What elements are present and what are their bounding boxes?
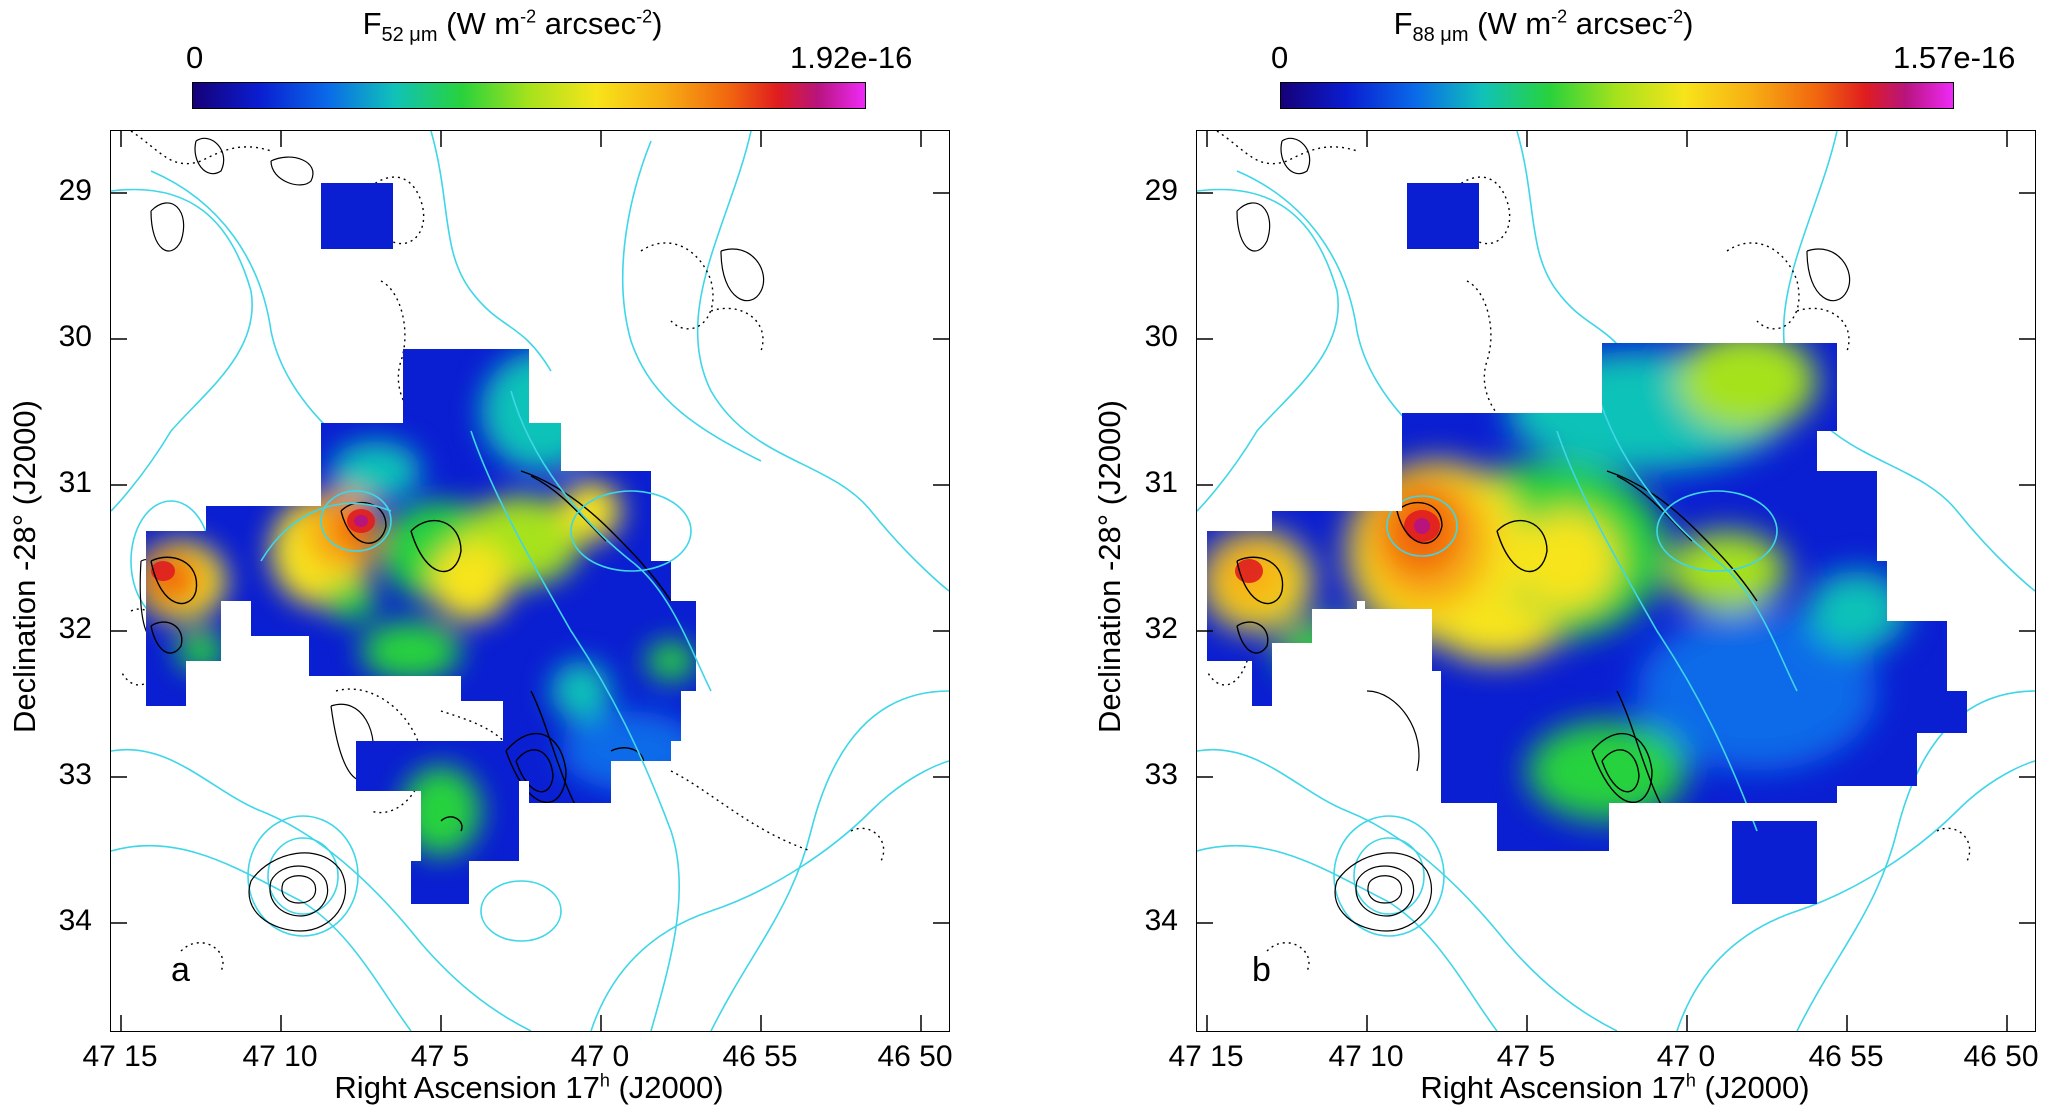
colorbar-max-label: 1.57e-16 — [1893, 40, 2016, 75]
flux-map: a — [110, 130, 950, 1032]
x-axis-label: Right Ascension 17h (J2000) — [334, 1070, 724, 1105]
map-image — [111, 131, 949, 1031]
panel-label: b — [1252, 951, 1271, 989]
y-axis-label: Declination -28° (J2000) — [1092, 400, 1127, 733]
emission-map — [146, 183, 696, 904]
y-tick-label: 29 — [58, 174, 92, 207]
x-tick-label: 47 0 — [1656, 1040, 1716, 1073]
y-tick-label: 34 — [58, 904, 92, 937]
black-contours-outside — [1236, 137, 1851, 932]
x-tick-label: 47 10 — [242, 1040, 318, 1073]
x-tick-label: 47 0 — [570, 1040, 630, 1073]
y-tick-label: 33 — [58, 758, 92, 791]
flux-map: b — [1196, 130, 2036, 1032]
colorbar-title: F52 μm (W m-2 arcsec-2) — [362, 6, 663, 47]
x-tick-label: 46 50 — [877, 1040, 953, 1073]
x-tick-label: 47 10 — [1328, 1040, 1404, 1073]
x-tick-label: 47 5 — [1496, 1040, 1556, 1073]
cyan-contours — [1197, 131, 2035, 1031]
y-axis-label: Declination -28° (J2000) — [7, 400, 42, 733]
y-tick-label: 30 — [1144, 320, 1178, 353]
emission-map — [1207, 183, 1967, 904]
x-tick-label: 47 15 — [1168, 1040, 1244, 1073]
y-tick-label: 33 — [1144, 758, 1178, 791]
colorbar-title: F88 μm (W m-2 arcsec-2) — [1393, 6, 1694, 47]
map-image — [1197, 131, 2035, 1031]
colorbar-min-label: 0 — [1271, 40, 1289, 75]
x-tick-label: 46 55 — [1808, 1040, 1884, 1073]
panel-b: F88 μm (W m-2 arcsec-2) 0 1.57e-16 — [1025, 0, 2050, 1116]
y-tick-label: 31 — [58, 466, 92, 499]
tick-marks — [111, 131, 949, 1031]
colorbar-min-label: 0 — [186, 40, 204, 75]
x-tick-label: 47 15 — [82, 1040, 158, 1073]
y-tick-label: 31 — [1144, 466, 1178, 499]
colorbar — [192, 82, 866, 109]
y-tick-label: 32 — [1144, 612, 1178, 645]
y-tick-label: 32 — [58, 612, 92, 645]
panel-a: F52 μm (W m-2 arcsec-2) 0 1.92e-16 — [7, 6, 953, 1105]
x-axis-label: Right Ascension 17h (J2000) — [1420, 1070, 1810, 1105]
colorbar — [1280, 82, 1954, 109]
x-tick-label: 46 50 — [1963, 1040, 2039, 1073]
y-tick-label: 29 — [1144, 174, 1178, 207]
y-tick-label: 34 — [1144, 904, 1178, 937]
x-tick-label: 47 5 — [410, 1040, 470, 1073]
colorbar-max-label: 1.92e-16 — [790, 40, 913, 75]
tick-marks — [1197, 131, 2035, 1031]
x-tick-label: 46 55 — [722, 1040, 798, 1073]
panel-label: a — [171, 951, 190, 989]
y-tick-label: 30 — [58, 320, 92, 353]
